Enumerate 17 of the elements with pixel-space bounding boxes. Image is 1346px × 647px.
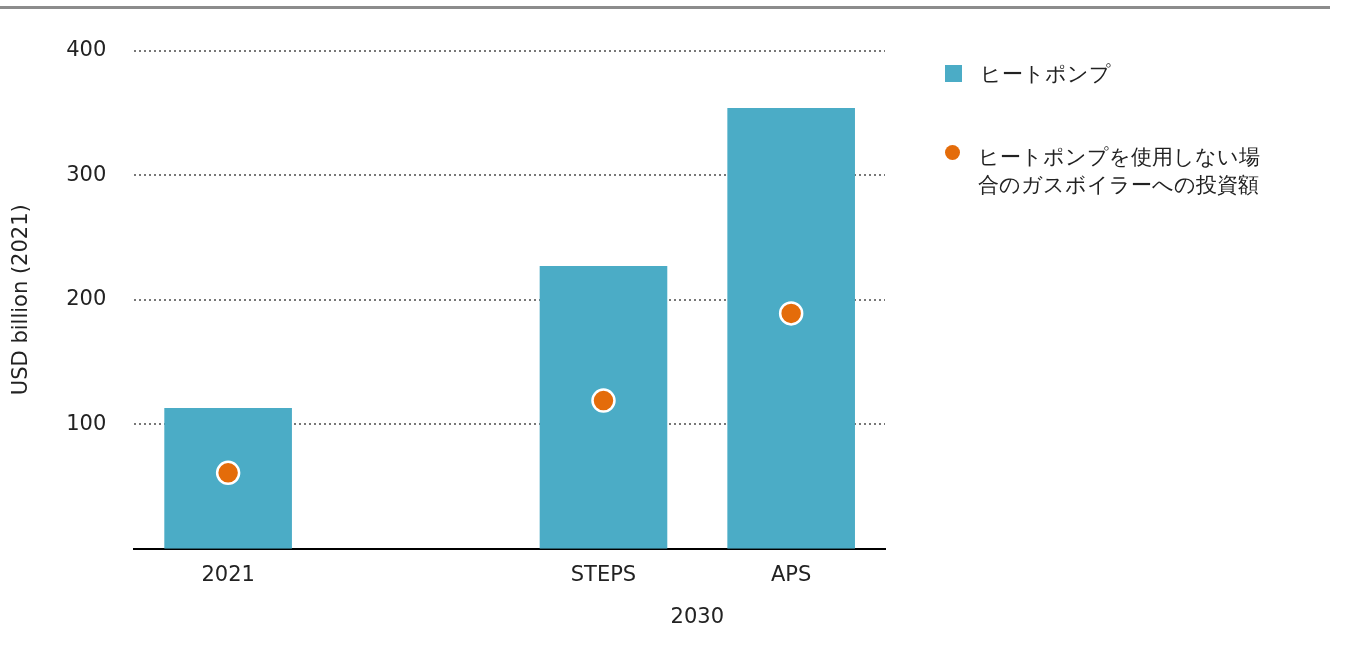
point — [215, 460, 241, 486]
x-tick-label: STEPS — [570, 561, 637, 586]
legend-label: ヒートポンプを使用しない場合のガスボイラーへの投資額 — [978, 144, 1261, 199]
y-tick-label: 200 — [66, 286, 107, 311]
y-axis-title: USD billion (2021) — [8, 204, 33, 396]
bar — [539, 266, 668, 549]
x-tick-label: APS — [770, 561, 812, 586]
legend-label: ヒートポンプ — [980, 61, 1111, 88]
bar — [164, 408, 292, 549]
bar — [727, 107, 855, 549]
point — [591, 388, 616, 413]
y-tick-label: 300 — [66, 161, 107, 186]
y-tick-label: 100 — [66, 410, 107, 435]
text: 2030 — [670, 603, 725, 628]
x-tick-label: 2021 — [201, 561, 255, 586]
y-tick-label: 400 — [66, 37, 107, 62]
point — [778, 301, 804, 326]
